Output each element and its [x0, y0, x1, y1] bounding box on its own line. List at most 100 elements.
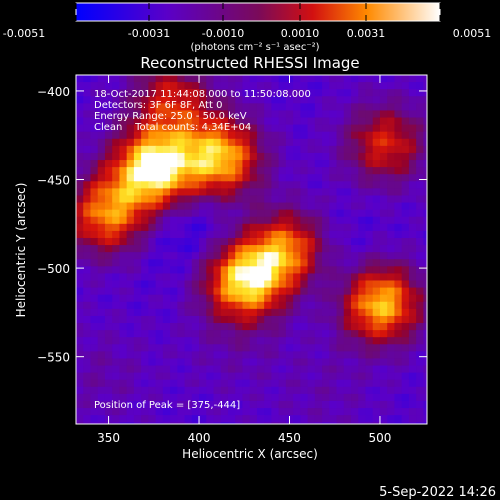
heatmap-cell: [155, 160, 164, 168]
heatmap-cell: [170, 337, 178, 345]
heatmap-cell: [401, 358, 410, 367]
heatmap-cell: [162, 315, 171, 324]
heatmap-cell: [423, 379, 427, 388]
heatmap-cell: [199, 124, 207, 133]
heatmap-cell: [264, 372, 272, 381]
heatmap-cell: [343, 181, 352, 189]
heatmap-cell: [206, 386, 215, 395]
heatmap-cell: [431, 408, 439, 416]
heatmap-cell: [264, 400, 272, 409]
heatmap-cell: [206, 422, 215, 424]
heatmap-cell: [271, 259, 280, 267]
heatmap-cell: [300, 429, 308, 437]
heatmap-cell: [162, 152, 171, 161]
heatmap-cell: [401, 415, 410, 423]
heatmap-cell: [199, 138, 207, 147]
heatmap-cell: [170, 372, 178, 381]
heatmap-cell: [227, 209, 236, 218]
heatmap-cell: [351, 259, 359, 267]
heatmap-cell: [293, 337, 301, 345]
heatmap-cell: [394, 429, 402, 437]
heatmap-cell: [256, 131, 265, 140]
heatmap-cell: [97, 351, 106, 360]
heatmap-cell: [213, 280, 222, 289]
heatmap-cell: [90, 266, 99, 275]
heatmap-cell: [148, 230, 157, 239]
heatmap-cell: [293, 408, 301, 416]
heatmap-cell: [97, 237, 106, 246]
heatmap-cell: [83, 308, 92, 317]
heatmap-cell: [300, 330, 309, 338]
heatmap-cell: [322, 266, 330, 275]
heatmap-cell: [285, 223, 294, 232]
heatmap-cell: [235, 301, 244, 310]
heatmap-cell: [162, 174, 171, 182]
heatmap-cell: [170, 358, 178, 367]
heatmap-cell: [249, 75, 258, 83]
heatmap-cell: [249, 365, 258, 374]
heatmap-cell: [278, 237, 287, 246]
heatmap-cell: [83, 358, 92, 367]
heatmap-cell: [177, 344, 186, 352]
heatmap-cell: [126, 82, 135, 90]
heatmap-cell: [431, 387, 439, 395]
heatmap-cell: [271, 422, 280, 424]
heatmap-cell: [307, 89, 316, 97]
heatmap-cell: [162, 131, 171, 140]
heatmap-cell: [133, 124, 142, 133]
heatmap-cell: [170, 160, 178, 168]
heatmap-cell: [213, 386, 222, 395]
heatmap-cell: [126, 145, 135, 154]
heatmap-cell: [271, 337, 280, 345]
heatmap-cell: [242, 337, 251, 345]
heatmap-cell: [206, 89, 215, 97]
heatmap-cell: [256, 89, 265, 97]
heatmap-cell: [322, 358, 330, 367]
heatmap-cell: [227, 308, 236, 317]
heatmap-cell: [104, 365, 113, 374]
heatmap-cell: [285, 344, 294, 352]
heatmap-cell: [401, 287, 410, 296]
heatmap-cell: [104, 131, 113, 140]
heatmap-cell: [227, 167, 236, 175]
heatmap-cell: [293, 400, 301, 409]
heatmap-cell: [126, 202, 135, 211]
heatmap-cell: [293, 280, 301, 289]
heatmap-cell: [336, 400, 345, 409]
heatmap-cell: [213, 110, 222, 119]
heatmap-cell: [213, 245, 222, 253]
heatmap-cell: [271, 138, 280, 147]
heatmap-cell: [423, 259, 427, 267]
heatmap-cell: [141, 393, 149, 402]
heatmap-cell: [97, 337, 106, 345]
heatmap-cell: [416, 167, 424, 175]
heatmap-cell: [293, 294, 301, 303]
heatmap-cell: [119, 181, 128, 189]
heatmap-cell: [191, 174, 200, 182]
heatmap-cell: [97, 372, 106, 381]
heatmap-cell: [285, 131, 294, 140]
heatmap-cell: [271, 188, 280, 197]
heatmap-cell: [372, 117, 381, 126]
heatmap-cell: [416, 237, 424, 246]
heatmap-cell: [408, 415, 417, 423]
heatmap-cell: [394, 365, 403, 374]
heatmap-cell: [271, 415, 280, 423]
heatmap-cell: [431, 217, 439, 225]
heatmap-cell: [242, 372, 251, 381]
heatmap-cell: [249, 160, 258, 168]
heatmap-cell: [278, 181, 287, 189]
heatmap-cell: [206, 152, 215, 161]
heatmap-cell: [278, 330, 287, 338]
heatmap-cell: [97, 202, 106, 211]
heatmap-cell: [206, 230, 215, 239]
heatmap-cell: [343, 110, 352, 119]
heatmap-cell: [119, 174, 128, 182]
heatmap-cell: [242, 209, 251, 218]
heatmap-cell: [336, 351, 345, 360]
heatmap-cell: [431, 75, 439, 83]
heatmap-cell: [119, 429, 127, 437]
heatmap-cell: [314, 230, 323, 239]
heatmap-cell: [206, 273, 215, 282]
heatmap-cell: [322, 287, 330, 296]
